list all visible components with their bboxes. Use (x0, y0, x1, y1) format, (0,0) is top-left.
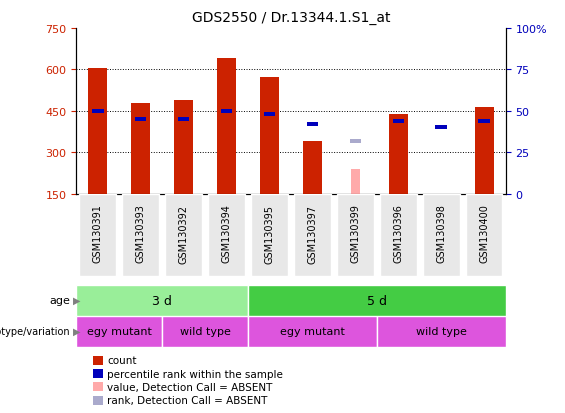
Text: genotype/variation: genotype/variation (0, 326, 71, 337)
Title: GDS2550 / Dr.13344.1.S1_at: GDS2550 / Dr.13344.1.S1_at (192, 11, 390, 25)
Bar (350, 169, 360, 194)
Text: wild type: wild type (416, 326, 467, 337)
FancyBboxPatch shape (248, 316, 377, 347)
Text: egy mutant: egy mutant (280, 326, 345, 337)
Text: GSM130400: GSM130400 (479, 204, 489, 263)
FancyBboxPatch shape (251, 194, 288, 277)
Text: GSM130391: GSM130391 (93, 204, 103, 263)
FancyBboxPatch shape (208, 194, 245, 277)
Bar (88, 69, 107, 194)
Bar (350, 139, 361, 143)
Bar (436, 126, 447, 130)
Text: GSM130399: GSM130399 (350, 204, 360, 263)
Bar (260, 78, 279, 194)
FancyBboxPatch shape (123, 194, 159, 277)
Text: GSM130392: GSM130392 (179, 204, 189, 263)
Bar (479, 119, 490, 123)
Text: 5 d: 5 d (367, 294, 387, 307)
FancyBboxPatch shape (377, 316, 506, 347)
Text: count: count (107, 356, 137, 366)
Bar (178, 118, 189, 122)
Bar (174, 101, 193, 194)
Text: ▶: ▶ (73, 295, 81, 306)
FancyBboxPatch shape (466, 194, 502, 277)
Bar (303, 142, 322, 194)
Bar (389, 114, 408, 194)
Text: GSM130397: GSM130397 (307, 204, 318, 263)
FancyBboxPatch shape (248, 285, 506, 316)
Bar (307, 123, 318, 127)
Text: value, Detection Call = ABSENT: value, Detection Call = ABSENT (107, 382, 273, 392)
Bar (135, 118, 146, 122)
Bar (217, 59, 236, 194)
Bar (131, 103, 150, 194)
FancyBboxPatch shape (76, 316, 162, 347)
FancyBboxPatch shape (80, 194, 116, 277)
Text: wild type: wild type (180, 326, 231, 337)
Text: rank, Detection Call = ABSENT: rank, Detection Call = ABSENT (107, 395, 268, 405)
Text: age: age (50, 295, 71, 306)
Text: GSM130394: GSM130394 (221, 204, 232, 263)
Bar (221, 109, 232, 114)
FancyBboxPatch shape (166, 194, 202, 277)
Text: GSM130393: GSM130393 (136, 204, 146, 263)
Bar (393, 119, 404, 123)
FancyBboxPatch shape (337, 194, 373, 277)
Text: percentile rank within the sample: percentile rank within the sample (107, 369, 283, 379)
Bar (475, 108, 494, 194)
FancyBboxPatch shape (423, 194, 459, 277)
Bar (92, 109, 103, 114)
Text: ▶: ▶ (73, 326, 81, 337)
Text: GSM130395: GSM130395 (264, 204, 275, 263)
FancyBboxPatch shape (294, 194, 331, 277)
FancyBboxPatch shape (162, 316, 248, 347)
Text: GSM130396: GSM130396 (393, 204, 403, 263)
FancyBboxPatch shape (76, 285, 248, 316)
FancyBboxPatch shape (380, 194, 416, 277)
Bar (264, 113, 275, 117)
Text: 3 d: 3 d (152, 294, 172, 307)
Text: egy mutant: egy mutant (87, 326, 151, 337)
Text: GSM130398: GSM130398 (436, 204, 446, 263)
